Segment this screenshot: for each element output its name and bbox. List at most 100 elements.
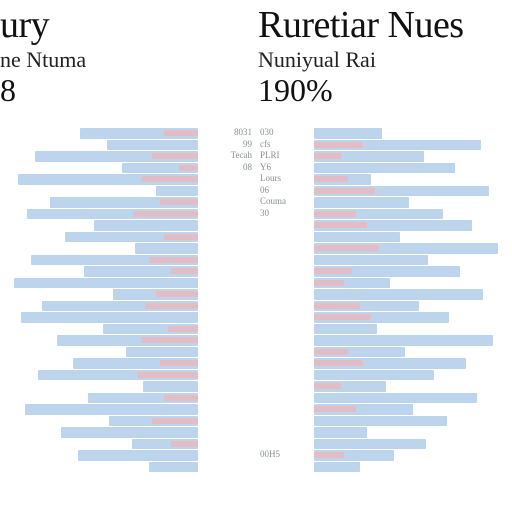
- chart-right-half: 030cfsPLRIY6Lours06Couma3000H5: [256, 128, 512, 500]
- title-left-sub2: 8: [0, 74, 254, 108]
- right-row-label: Lours: [260, 173, 281, 183]
- right-row: 30: [256, 209, 512, 220]
- right-row-label: cfs: [260, 139, 271, 149]
- left-row: [0, 186, 256, 197]
- left-bar-accent: [160, 360, 198, 366]
- rows-right: 030cfsPLRIY6Lours06Couma3000H5: [256, 128, 512, 472]
- left-row: [0, 335, 256, 346]
- right-bar-accent: [314, 452, 344, 458]
- left-bar-accent: [156, 291, 198, 297]
- right-bar: [314, 197, 409, 208]
- right-bar-accent: [314, 280, 344, 286]
- left-row: [0, 416, 256, 427]
- right-bar-accent: [314, 383, 341, 389]
- left-bar: [135, 243, 198, 254]
- left-row: [0, 220, 256, 231]
- chart-left-half: 803199Tecah08: [0, 128, 256, 500]
- right-bar: [314, 163, 455, 174]
- right-row: [256, 301, 512, 312]
- left-row: [0, 427, 256, 438]
- left-row: [0, 232, 256, 243]
- left-bar-accent: [164, 395, 198, 401]
- left-row: 08: [0, 163, 256, 174]
- left-bar-accent: [137, 372, 198, 378]
- right-row: Y6: [256, 163, 512, 174]
- titles-row: ury ne Ntuma 8 Ruretiar Nues Nuniyual Ra…: [0, 0, 512, 108]
- right-row: [256, 381, 512, 392]
- right-bar-accent: [314, 245, 379, 251]
- left-row: 8031: [0, 128, 256, 139]
- title-right-sub2: 190%: [258, 74, 512, 108]
- left-bar: [78, 450, 198, 461]
- right-row: Lours: [256, 174, 512, 185]
- left-bar-accent: [133, 211, 198, 217]
- left-row: [0, 174, 256, 185]
- right-row-label: Y6: [260, 162, 271, 172]
- rows-left: 803199Tecah08: [0, 128, 256, 472]
- right-bar: [314, 427, 367, 438]
- right-row: [256, 462, 512, 473]
- left-row: [0, 358, 256, 369]
- left-bar-accent: [171, 441, 198, 447]
- left-bar-accent: [141, 337, 198, 343]
- left-bar-accent: [164, 130, 198, 136]
- left-bar: [149, 462, 198, 473]
- left-bar-accent: [149, 257, 198, 263]
- left-row-label: Tecah: [231, 150, 252, 160]
- right-bar: [314, 335, 493, 346]
- right-bar: [314, 289, 483, 300]
- left-row: Tecah: [0, 151, 256, 162]
- left-bar: [14, 278, 198, 289]
- left-bar: [94, 220, 199, 231]
- left-row: [0, 197, 256, 208]
- left-bar: [107, 140, 198, 151]
- right-bar: [314, 128, 382, 139]
- left-row: [0, 312, 256, 323]
- chart-canvas: ury ne Ntuma 8 Ruretiar Nues Nuniyual Ra…: [0, 0, 512, 512]
- right-row: [256, 312, 512, 323]
- left-row: [0, 450, 256, 461]
- left-bar-accent: [168, 326, 198, 332]
- left-bar-accent: [160, 199, 198, 205]
- right-bar-accent: [314, 142, 363, 148]
- right-row: [256, 347, 512, 358]
- right-row: 06: [256, 186, 512, 197]
- left-bar: [143, 381, 198, 392]
- right-row-label: 06: [260, 185, 269, 195]
- right-row: [256, 220, 512, 231]
- right-bar: [314, 232, 400, 243]
- right-row: [256, 439, 512, 450]
- left-bar: [21, 312, 198, 323]
- left-bar-accent: [152, 153, 198, 159]
- right-row-label: 00H5: [260, 449, 280, 459]
- right-bar-accent: [314, 314, 371, 320]
- right-row-label: 30: [260, 208, 269, 218]
- left-row: [0, 278, 256, 289]
- left-bar-accent: [171, 268, 198, 274]
- right-row: 00H5: [256, 450, 512, 461]
- right-row: [256, 278, 512, 289]
- right-bar: [314, 255, 428, 266]
- right-row-label: PLRI: [260, 150, 280, 160]
- right-bar-accent: [314, 268, 352, 274]
- right-row: [256, 416, 512, 427]
- right-bar: [314, 324, 377, 335]
- left-row-label: 8031: [234, 127, 252, 137]
- left-row: [0, 324, 256, 335]
- left-bar-accent: [145, 303, 198, 309]
- title-right-main: Ruretiar Nues: [258, 6, 512, 46]
- right-bar-accent: [314, 211, 356, 217]
- left-bar: [126, 347, 198, 358]
- left-bar-accent: [164, 234, 198, 240]
- right-bar-accent: [314, 349, 348, 355]
- right-bar: [314, 416, 447, 427]
- left-bar: [156, 186, 198, 197]
- left-row: [0, 381, 256, 392]
- right-row: [256, 358, 512, 369]
- right-row: cfs: [256, 140, 512, 151]
- left-row: [0, 393, 256, 404]
- right-row: Couma: [256, 197, 512, 208]
- left-row: [0, 266, 256, 277]
- left-row-label: 08: [243, 162, 252, 172]
- title-right-col: Ruretiar Nues Nuniyual Rai 190%: [254, 6, 512, 108]
